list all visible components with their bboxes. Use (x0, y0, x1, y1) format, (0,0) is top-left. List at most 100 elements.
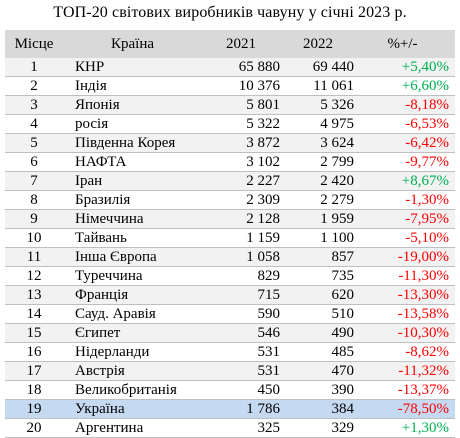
cell-2022: 1 100 (282, 228, 356, 248)
cell-rank: 6 (5, 152, 63, 172)
cell-2021: 5 801 (202, 95, 282, 115)
cell-rank: 2 (5, 76, 63, 96)
table-body: 1 КНР 65 880 69 440 +5,40% 2 Індія 10 376 11 061… (5, 58, 455, 438)
cell-rank: 17 (5, 361, 63, 381)
table-row[interactable]: 13 Франція 715 620 -13,30% (5, 285, 455, 305)
cell-rank: 1 (5, 58, 63, 77)
cell-change: -11,30% (356, 266, 455, 286)
cell-country: Японія (63, 95, 202, 115)
producers-table: Місце Країна 2021 2022 %+/- 1 КНР 65 880 69… (5, 30, 455, 438)
cell-change: -78,50% (356, 399, 455, 419)
table-row[interactable]: 15 Єгипет 546 490 -10,30% (5, 323, 455, 343)
table-row[interactable]: 3 Японія 5 801 5 326 -8,18% (5, 95, 455, 115)
table-row[interactable]: 4 росія 5 322 4 975 -6,53% (5, 114, 455, 134)
cell-rank: 15 (5, 323, 63, 343)
cell-2022: 2 279 (282, 190, 356, 210)
cell-2022: 470 (282, 361, 356, 381)
cell-2021: 325 (202, 418, 282, 438)
cell-rank: 8 (5, 190, 63, 210)
cell-rank: 19 (5, 399, 63, 419)
cell-2021: 1 058 (202, 247, 282, 267)
cell-change: -6,53% (356, 114, 455, 134)
cell-country: Австрія (63, 361, 202, 381)
header-change[interactable]: %+/- (387, 35, 418, 52)
cell-rank: 5 (5, 133, 63, 153)
table-row[interactable]: 11 Інша Європа 1 058 857 -19,00% (5, 247, 455, 267)
header-2022[interactable]: 2022 (303, 35, 333, 52)
table-title: ТОП-20 світових виробників чавуну у січн… (53, 4, 407, 21)
cell-change: -8,62% (356, 342, 455, 362)
cell-2021: 829 (202, 266, 282, 286)
cell-change: -6,42% (356, 133, 455, 153)
cell-2022: 69 440 (282, 58, 356, 77)
cell-country: Сауд. Аравія (63, 304, 202, 324)
cell-change: -7,95% (356, 209, 455, 229)
cell-country: Індія (63, 76, 202, 96)
cell-2021: 531 (202, 342, 282, 362)
table-row[interactable]: 10 Тайвань 1 159 1 100 -5,10% (5, 228, 455, 248)
cell-2021: 546 (202, 323, 282, 343)
cell-2021: 531 (202, 361, 282, 381)
table-row[interactable]: 12 Туреччина 829 735 -11,30% (5, 266, 455, 286)
cell-2022: 1 959 (282, 209, 356, 229)
cell-change: +8,67% (356, 171, 455, 191)
table-row[interactable]: 16 Нідерланди 531 485 -8,62% (5, 342, 455, 362)
table-row[interactable]: 18 Великобританія 450 390 -13,37% (5, 380, 455, 400)
table-row[interactable]: 5 Південна Корея 3 872 3 624 -6,42% (5, 133, 455, 153)
cell-rank: 12 (5, 266, 63, 286)
cell-change: -1,30% (356, 190, 455, 210)
cell-rank: 14 (5, 304, 63, 324)
table-row[interactable]: 8 Бразилія 2 309 2 279 -1,30% (5, 190, 455, 210)
table-row[interactable]: 7 Іран 2 227 2 420 +8,67% (5, 171, 455, 191)
cell-country: росія (63, 114, 202, 134)
cell-rank: 20 (5, 418, 63, 438)
cell-rank: 4 (5, 114, 63, 134)
cell-2021: 3 872 (202, 133, 282, 153)
cell-2021: 1 159 (202, 228, 282, 248)
header-rank[interactable]: Місце (14, 35, 54, 52)
cell-rank: 9 (5, 209, 63, 229)
cell-country: Іран (63, 171, 202, 191)
cell-change: +1,30% (356, 418, 455, 438)
cell-2021: 2 128 (202, 209, 282, 229)
cell-rank: 16 (5, 342, 63, 362)
cell-change: +5,40% (356, 58, 455, 77)
cell-2022: 329 (282, 418, 356, 438)
cell-2022: 384 (282, 399, 356, 419)
cell-country: НАФТА (63, 152, 202, 172)
table-row[interactable]: 2 Індія 10 376 11 061 +6,60% (5, 76, 455, 96)
cell-country: Німеччина (63, 209, 202, 229)
cell-change: -9,77% (356, 152, 455, 172)
cell-country: КНР (63, 58, 202, 77)
cell-change: -13,30% (356, 285, 455, 305)
cell-change: -13,58% (356, 304, 455, 324)
table-row[interactable]: 9 Німеччина 2 128 1 959 -7,95% (5, 209, 455, 229)
cell-2022: 4 975 (282, 114, 356, 134)
table-row[interactable]: 20 Аргентина 325 329 +1,30% (5, 418, 455, 438)
cell-change: -5,10% (356, 228, 455, 248)
table-row[interactable]: 17 Австрія 531 470 -11,32% (5, 361, 455, 381)
cell-country: Інша Європа (63, 247, 202, 267)
table-row[interactable]: 19 Україна 1 786 384 -78,50% (5, 399, 455, 419)
cell-country: Тайвань (63, 228, 202, 248)
cell-country: Франція (63, 285, 202, 305)
cell-change: -11,32% (356, 361, 455, 381)
cell-2022: 2 420 (282, 171, 356, 191)
cell-2022: 3 624 (282, 133, 356, 153)
cell-rank: 13 (5, 285, 63, 305)
header-2021[interactable]: 2021 (226, 35, 256, 52)
table-row[interactable]: 6 НАФТА 3 102 2 799 -9,77% (5, 152, 455, 172)
cell-2021: 450 (202, 380, 282, 400)
cell-change: -19,00% (356, 247, 455, 267)
cell-2022: 2 799 (282, 152, 356, 172)
cell-country: Туреччина (63, 266, 202, 286)
cell-2022: 490 (282, 323, 356, 343)
table-row[interactable]: 14 Сауд. Аравія 590 510 -13,58% (5, 304, 455, 324)
cell-country: Великобританія (63, 380, 202, 400)
cell-country: Єгипет (63, 323, 202, 343)
header-country[interactable]: Країна (110, 35, 154, 52)
cell-rank: 10 (5, 228, 63, 248)
cell-2022: 5 326 (282, 95, 356, 115)
cell-rank: 7 (5, 171, 63, 191)
table-row[interactable]: 1 КНР 65 880 69 440 +5,40% (5, 58, 455, 77)
